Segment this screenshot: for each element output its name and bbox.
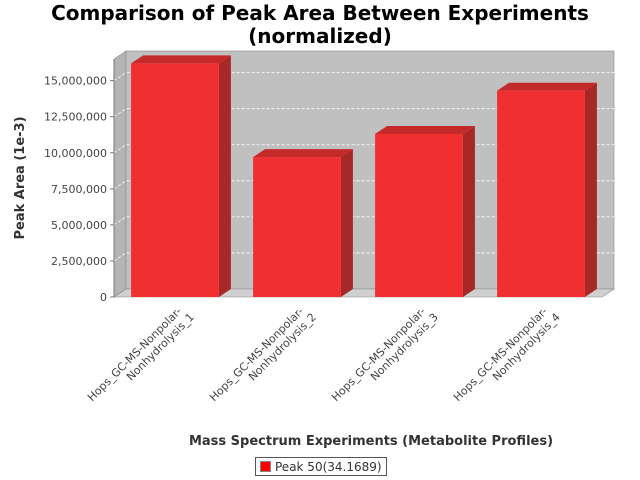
chart-title: Comparison of Peak Area Between Experime… <box>0 2 640 48</box>
bar-top <box>375 126 475 135</box>
x-tick-label-line: Hops_GC-MS-Nonpolar- <box>451 305 550 404</box>
chart-title-line-2: (normalized) <box>248 24 392 48</box>
legend-swatch <box>260 461 271 472</box>
x-tick-label-line: Hops_GC-MS-Nonpolar- <box>207 305 306 404</box>
chart-title-line-1: Comparison of Peak Area Between Experime… <box>51 1 589 25</box>
bar-front <box>497 90 585 297</box>
bar <box>131 55 231 298</box>
bar-top <box>131 55 231 64</box>
y-tick-label: 12,500,000 <box>44 111 107 124</box>
bar-front <box>131 63 219 298</box>
y-tick-label: 15,000,000 <box>44 75 107 88</box>
y-tick-label: 0 <box>100 291 107 304</box>
x-tick-label-line: Hops_GC-MS-Nonpolar- <box>85 305 184 404</box>
x-tick-label: Hops_GC-MS-Nonpolar-Nonhydrolysis_1 <box>85 301 197 413</box>
x-tick-label: Hops_GC-MS-Nonpolar-Nonhydrolysis_4 <box>451 301 563 413</box>
x-tick-label: Hops_GC-MS-Nonpolar-Nonhydrolysis_3 <box>329 301 441 413</box>
bar-side <box>340 149 353 297</box>
bar <box>375 126 475 297</box>
x-tick-label-line: Hops_GC-MS-Nonpolar- <box>329 305 428 404</box>
y-tick-label: 5,000,000 <box>51 219 107 232</box>
y-axis: 0 2,500,000 5,000,000 7,500,000 10,000,000 12… <box>44 59 115 304</box>
x-tick-label: Hops_GC-MS-Nonpolar-Nonhydrolysis_2 <box>207 301 319 413</box>
bar-side <box>218 55 231 298</box>
bar <box>253 149 353 297</box>
bar-front <box>375 134 463 297</box>
y-axis-title: Peak Area (1e-3) <box>13 116 28 239</box>
x-axis-labels: Hops_GC-MS-Nonpolar-Nonhydrolysis_1 Hops_… <box>85 301 563 413</box>
bar-front <box>253 157 341 297</box>
legend-label: Peak 50(34.1689) <box>275 459 382 474</box>
x-axis-title: Mass Spectrum Experiments (Metabolite Pr… <box>189 434 553 449</box>
legend: Peak 50(34.1689) <box>255 457 387 476</box>
bar-top <box>497 82 597 91</box>
bar-top <box>253 149 353 158</box>
bars <box>131 55 597 298</box>
y-tick-label: 2,500,000 <box>51 255 107 268</box>
bar-side <box>584 82 597 297</box>
bar-side <box>462 126 475 297</box>
bar <box>497 82 597 297</box>
y-tick-label: 10,000,000 <box>44 147 107 160</box>
y-tick-label: 7,500,000 <box>51 183 107 196</box>
